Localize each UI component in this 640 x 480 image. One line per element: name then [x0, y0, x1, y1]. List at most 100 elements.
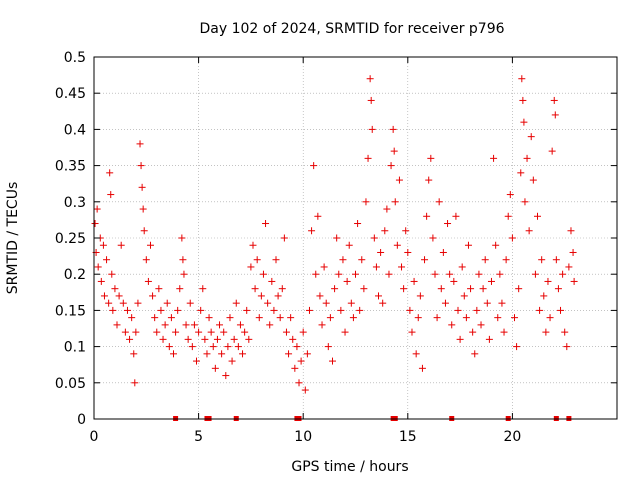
data-point	[520, 118, 528, 126]
data-point	[412, 350, 420, 358]
data-point	[570, 277, 578, 285]
data-point	[270, 306, 278, 314]
data-point	[458, 263, 466, 271]
data-point	[550, 96, 558, 104]
data-point	[97, 277, 105, 285]
data-point	[502, 256, 510, 264]
data-point	[456, 335, 464, 343]
data-point	[132, 328, 140, 336]
data-point	[565, 263, 573, 271]
data-point	[245, 335, 253, 343]
data-point	[406, 306, 414, 314]
data-point	[517, 169, 525, 177]
data-point	[510, 314, 518, 322]
data-point	[222, 372, 230, 380]
x-tick-label: 10	[294, 429, 312, 445]
data-point	[308, 227, 316, 235]
data-point	[393, 241, 401, 249]
data-point	[408, 328, 416, 336]
data-point	[404, 248, 412, 256]
data-point	[375, 292, 383, 300]
data-point	[416, 292, 424, 300]
data-point	[247, 263, 255, 271]
data-point	[165, 343, 173, 351]
data-point	[159, 335, 167, 343]
data-point	[324, 343, 332, 351]
data-point	[205, 314, 213, 322]
data-point	[274, 292, 282, 300]
x-tick-label: 15	[399, 429, 417, 445]
data-point	[106, 169, 114, 177]
data-point	[216, 321, 224, 329]
data-point	[295, 379, 303, 387]
data-point	[139, 205, 147, 213]
data-point	[320, 263, 328, 271]
data-point	[146, 241, 154, 249]
data-point	[172, 328, 180, 336]
data-point	[259, 270, 267, 278]
data-point	[257, 292, 265, 300]
data-point	[379, 299, 387, 307]
data-point	[236, 321, 244, 329]
y-tick-label: 0	[77, 412, 86, 428]
data-point	[467, 285, 475, 293]
data-point	[402, 227, 410, 235]
data-point	[444, 220, 452, 228]
data-point	[485, 335, 493, 343]
data-point	[226, 314, 234, 322]
data-point	[280, 234, 288, 242]
data-point	[115, 292, 123, 300]
data-point	[136, 140, 144, 148]
data-point	[569, 248, 577, 256]
data-point	[111, 285, 119, 293]
data-point	[128, 314, 136, 322]
data-point	[161, 321, 169, 329]
data-point	[518, 75, 526, 83]
data-point	[559, 270, 567, 278]
data-point	[130, 350, 138, 358]
data-point	[108, 270, 116, 278]
data-point	[314, 212, 322, 220]
data-point	[287, 314, 295, 322]
data-point	[540, 292, 548, 300]
data-point	[385, 270, 393, 278]
data-point	[316, 292, 324, 300]
data-point	[209, 343, 217, 351]
data-point	[291, 364, 299, 372]
data-point	[303, 350, 311, 358]
data-point	[492, 241, 500, 249]
data-point	[504, 212, 512, 220]
y-tick-labels: 0 0.05 0.1 0.15 0.2 0.25 0.3 0.35 0.4 0.45 0.5	[55, 50, 86, 428]
data-point	[310, 162, 318, 170]
data-point	[201, 335, 209, 343]
data-point	[243, 306, 251, 314]
data-point	[561, 328, 569, 336]
data-point	[207, 328, 215, 336]
data-point	[119, 299, 127, 307]
data-point	[180, 270, 188, 278]
y-tick-label: 0.3	[64, 195, 86, 211]
y-tick-label: 0.5	[64, 50, 86, 66]
data-point	[347, 299, 355, 307]
data-point	[339, 256, 347, 264]
data-point	[167, 314, 175, 322]
data-point	[477, 321, 485, 329]
data-point	[140, 227, 148, 235]
data-point	[213, 335, 221, 343]
data-point	[395, 176, 403, 184]
data-point	[452, 212, 460, 220]
data-point	[400, 285, 408, 293]
data-point	[531, 270, 539, 278]
data-point	[427, 154, 435, 162]
data-point	[366, 75, 374, 83]
data-point	[218, 350, 226, 358]
data-point	[500, 328, 508, 336]
data-point	[328, 357, 336, 365]
data-point	[272, 256, 280, 264]
data-point	[343, 277, 351, 285]
data-point	[439, 248, 447, 256]
data-point	[544, 277, 552, 285]
data-point	[527, 133, 535, 141]
x-tick-label: 20	[503, 429, 521, 445]
data-point	[481, 256, 489, 264]
